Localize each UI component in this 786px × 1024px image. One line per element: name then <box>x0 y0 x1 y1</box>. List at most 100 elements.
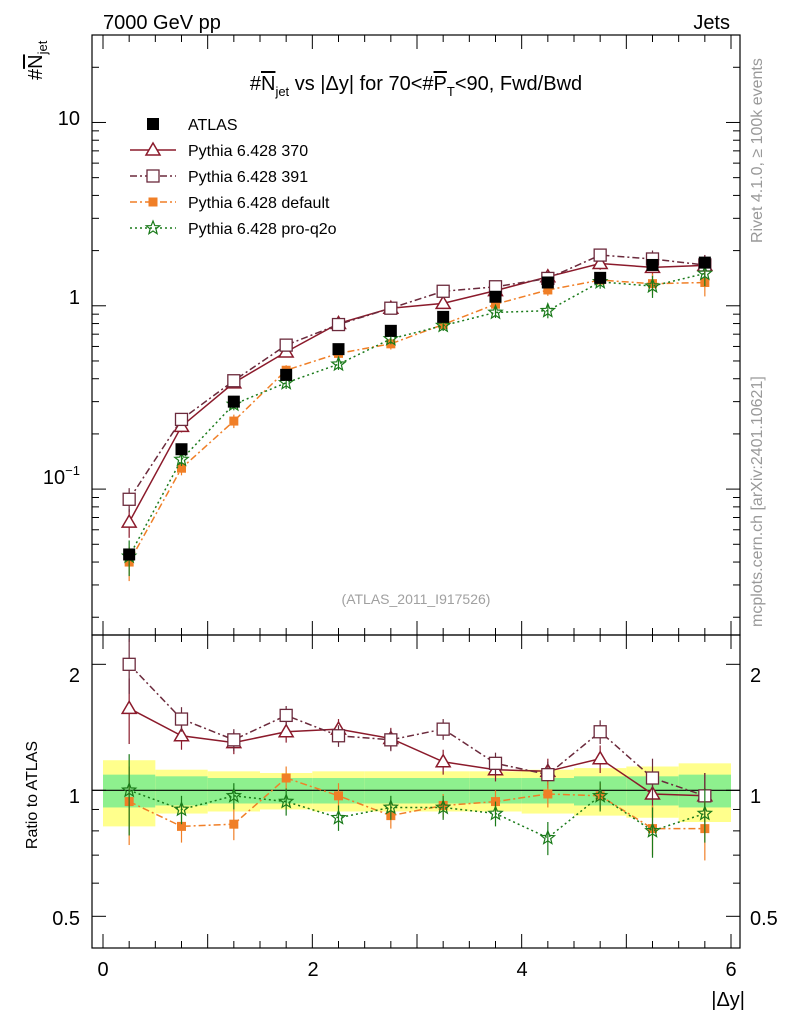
series-0-ratio-point-1 <box>173 727 190 742</box>
x-tick-0: 0 <box>97 959 108 981</box>
atlas-point-8 <box>541 276 554 289</box>
series-3-main-point-1 <box>173 450 190 467</box>
series-3-ratio-point-6 <box>434 798 452 815</box>
series-1-ratio-point-4 <box>331 729 346 743</box>
series-1-ratio-point-9 <box>593 725 607 739</box>
series-3-ratio-point-7 <box>487 804 504 821</box>
x-tick-6: 6 <box>725 959 736 981</box>
series-3-ratio-point-9 <box>591 787 609 803</box>
series-1-ratio-point-5 <box>384 733 398 747</box>
series-1-main-point-5 <box>384 301 398 315</box>
series-3-ratio-point-3 <box>277 792 295 809</box>
series-1-main-point-4 <box>331 317 346 332</box>
atlas-point-0 <box>123 548 136 561</box>
legend-marker-2 <box>146 169 160 183</box>
series-2-ratio-point-4 <box>334 791 343 801</box>
series-0-ratio-point-3 <box>277 723 295 738</box>
legend-label-4: Pythia 6.428 pro-q2o <box>188 221 337 238</box>
ratio-uncertainty-bands <box>92 760 740 827</box>
atlas-point-7 <box>489 290 502 303</box>
header-process-label: Jets <box>693 12 730 34</box>
atlas-point-5 <box>384 324 397 337</box>
series-2-ratio-point-8 <box>543 789 553 799</box>
series-3-main-point-10 <box>644 277 661 294</box>
series-0-main-point-0 <box>120 513 138 528</box>
ratio-y-tick-1-left: 1 <box>69 786 80 808</box>
main-y-tick-0.1: 10−1 <box>43 463 80 489</box>
legend-marker-3 <box>148 197 158 207</box>
series-1-ratio-point-8 <box>541 767 555 782</box>
legend: ATLAS Pythia 6.428 370 Pythia 6.428 391 Pyt… <box>130 117 337 238</box>
series-3-main-line <box>128 272 705 557</box>
series-3-ratio-point-10 <box>644 822 661 838</box>
series-0-ratio-point-6 <box>434 753 452 768</box>
atlas-point-4 <box>332 343 345 356</box>
series-1-main-line <box>128 254 705 500</box>
series-1-main-point-9 <box>593 248 607 262</box>
series-3-ratio-point-5 <box>382 798 400 815</box>
series-3-ratio-point-11 <box>696 804 714 821</box>
series-1-ratio-point-6 <box>436 722 450 736</box>
header-energy-label: 7000 GeV pp <box>103 12 221 34</box>
ratio-y-axis-label: Ratio to ATLAS <box>24 741 41 849</box>
atlas-data <box>123 256 711 561</box>
main-y-axis-label: #Njet <box>25 40 50 80</box>
series-1-main-point-1 <box>174 412 189 427</box>
series-0-main-line <box>128 262 705 523</box>
chart-title: #Njet vs |Δy| for 70<#PT<90, Fwd/Bwd <box>250 73 582 99</box>
x-tick-4: 4 <box>516 959 527 981</box>
legend-marker-4 <box>144 219 162 236</box>
legend-atlas-marker <box>147 118 159 130</box>
series-3-ratio-point-0 <box>120 781 138 798</box>
series-0-main-point-9 <box>591 255 609 270</box>
series-1-ratio-line <box>128 663 706 797</box>
ratio-y-tick-2-right: 2 <box>750 665 761 687</box>
analysis-id-watermark: (ATLAS_2011_I917526) <box>342 591 491 607</box>
series-3-ratio-line <box>128 789 706 839</box>
series-3-ratio-point-4 <box>330 809 347 825</box>
series-3-main-point-4 <box>330 355 347 372</box>
mcplots-reference-label: mcplots.cern.ch [arXiv:2401.10621] <box>749 376 766 627</box>
atlas-point-1 <box>175 443 188 456</box>
axis-ticks <box>92 34 740 948</box>
series-1-main-point-0 <box>122 492 136 506</box>
atlas-point-10 <box>646 258 659 271</box>
series-0-ratio-point-0 <box>120 699 138 715</box>
ratio-y-tick-0.5-right: 0.5 <box>750 908 778 930</box>
legend-label-2: Pythia 6.428 391 <box>188 169 308 186</box>
data-series <box>120 248 714 861</box>
ratio-y-tick-0.5-left: 0.5 <box>52 908 80 930</box>
series-1 <box>122 248 712 823</box>
series-1-main-point-6 <box>436 284 450 298</box>
series-3-main-point-6 <box>434 316 452 333</box>
series-3-ratio-point-1 <box>173 800 190 817</box>
legend-label-3: Pythia 6.428 default <box>188 195 330 212</box>
series-1-ratio-point-1 <box>174 712 189 726</box>
series-1-ratio-point-3 <box>279 708 293 723</box>
ratio-plot-frame <box>91 634 741 949</box>
x-tick-2: 2 <box>307 959 318 981</box>
atlas-point-11 <box>698 256 711 269</box>
atlas-point-6 <box>437 310 450 323</box>
series-2-ratio-point-3 <box>281 773 291 783</box>
atlas-point-2 <box>227 395 240 408</box>
ratio-y-tick-1-right: 1 <box>750 786 761 808</box>
ratio-y-tick-2-left: 2 <box>69 665 80 687</box>
series-1-main-point-3 <box>279 338 293 352</box>
rivet-version-label: Rivet 4.1.0, ≥ 100k events <box>749 58 766 243</box>
series-1-ratio-point-7 <box>488 756 503 770</box>
series-0-main-point-6 <box>434 294 452 310</box>
legend-marker-1 <box>144 141 162 156</box>
series-3-main-point-8 <box>539 302 557 318</box>
series-0 <box>120 255 714 823</box>
series-2-ratio-point-2 <box>229 819 239 829</box>
legend-label-0: ATLAS <box>188 117 238 134</box>
main-y-tick-1: 1 <box>69 287 80 309</box>
x-axis-label: |Δy| <box>711 989 745 1011</box>
atlas-point-3 <box>280 368 293 381</box>
series-3-ratio-point-8 <box>539 829 557 845</box>
series-3-ratio-point-2 <box>225 787 243 803</box>
legend-label-1: Pythia 6.428 370 <box>188 143 308 160</box>
series-1-ratio-point-10 <box>645 771 660 785</box>
